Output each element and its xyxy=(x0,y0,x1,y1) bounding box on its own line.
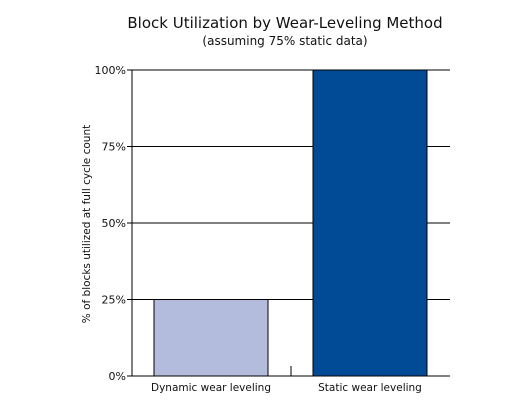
x-tick-label: Static wear leveling xyxy=(318,382,422,394)
bar-static xyxy=(312,69,428,377)
chart-subtitle: (assuming 75% static data) xyxy=(202,34,368,48)
bar-dynamic xyxy=(153,299,269,377)
y-axis-label: % of blocks utilized at full cycle count xyxy=(81,125,93,323)
chart-title: Block Utilization by Wear-Leveling Metho… xyxy=(127,14,443,32)
y-tick-label: 0% xyxy=(109,370,126,383)
x-tick-label: Dynamic wear leveling xyxy=(151,382,271,394)
y-tick-label: 50% xyxy=(102,217,126,230)
y-tick-label: 25% xyxy=(102,294,126,307)
y-tick-label: 100% xyxy=(95,64,126,77)
y-tick-label: 75% xyxy=(102,141,126,154)
